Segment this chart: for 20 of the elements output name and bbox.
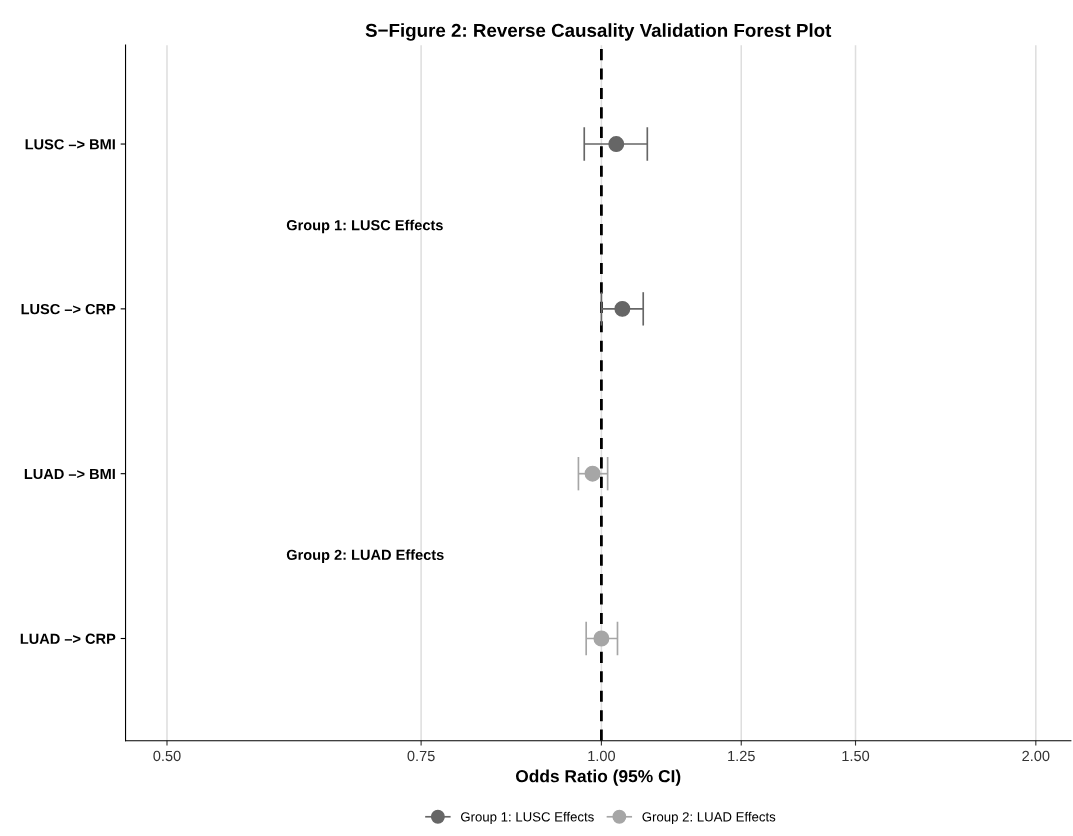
x-tick-label: 2.00 [1022,750,1050,762]
y-tick-label: LUAD –> BMI [24,468,115,480]
x-axis-title: Odds Ratio (95% CI) [515,769,681,786]
legend-label: Group 1: LUSC Effects [460,811,594,825]
chart-title: S−Figure 2: Reverse Causality Validation Forest Plot [365,23,832,41]
point [614,300,631,317]
y-tick-label: LUSC –> CRP [21,303,116,315]
x-tick-label: 1.25 [728,750,755,762]
annotation: Group 1: LUSC Effects [286,219,443,234]
y-tick-label: LUSC –> BMI [25,139,115,150]
x-tick-label: 1.50 [842,750,870,762]
point [593,630,610,647]
x-tick-label: 1.00 [588,750,616,762]
y-tick-label: LUAD –> CRP [20,633,116,644]
x-tick-label: 0.75 [407,750,435,762]
point [584,465,601,482]
x-tick-label: 0.50 [153,750,181,762]
point [608,136,625,153]
annotation: Group 2: LUAD Effects [286,549,444,563]
legend-label: Group 2: LUAD Effects [642,811,776,825]
